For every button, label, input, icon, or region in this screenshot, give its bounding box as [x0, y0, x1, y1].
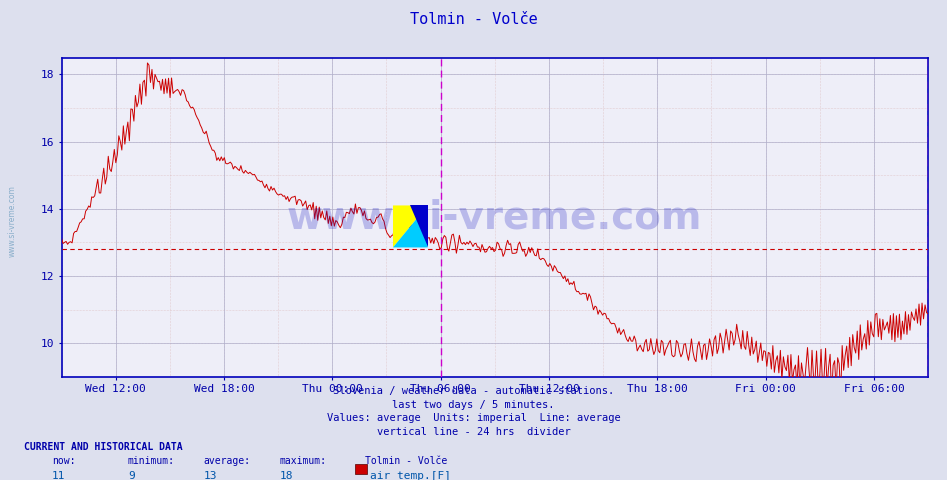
Text: www.si-vreme.com: www.si-vreme.com [287, 198, 703, 236]
Text: 13: 13 [204, 471, 217, 480]
Text: Tolmin - Volče: Tolmin - Volče [365, 456, 447, 466]
Text: average:: average: [204, 456, 251, 466]
Text: www.si-vreme.com: www.si-vreme.com [8, 185, 17, 257]
Polygon shape [393, 205, 428, 248]
Polygon shape [410, 205, 428, 248]
Text: Tolmin - Volče: Tolmin - Volče [410, 12, 537, 27]
Text: last two days / 5 minutes.: last two days / 5 minutes. [392, 400, 555, 410]
Text: Values: average  Units: imperial  Line: average: Values: average Units: imperial Line: av… [327, 413, 620, 423]
Text: CURRENT AND HISTORICAL DATA: CURRENT AND HISTORICAL DATA [24, 442, 183, 452]
Text: 9: 9 [128, 471, 134, 480]
Text: 18: 18 [279, 471, 293, 480]
Text: Slovenia / weather data - automatic stations.: Slovenia / weather data - automatic stat… [333, 386, 614, 396]
Text: vertical line - 24 hrs  divider: vertical line - 24 hrs divider [377, 427, 570, 437]
Text: 11: 11 [52, 471, 65, 480]
Text: now:: now: [52, 456, 76, 466]
Text: minimum:: minimum: [128, 456, 175, 466]
Text: maximum:: maximum: [279, 456, 327, 466]
Polygon shape [393, 205, 428, 248]
Text: air temp.[F]: air temp.[F] [370, 471, 452, 480]
